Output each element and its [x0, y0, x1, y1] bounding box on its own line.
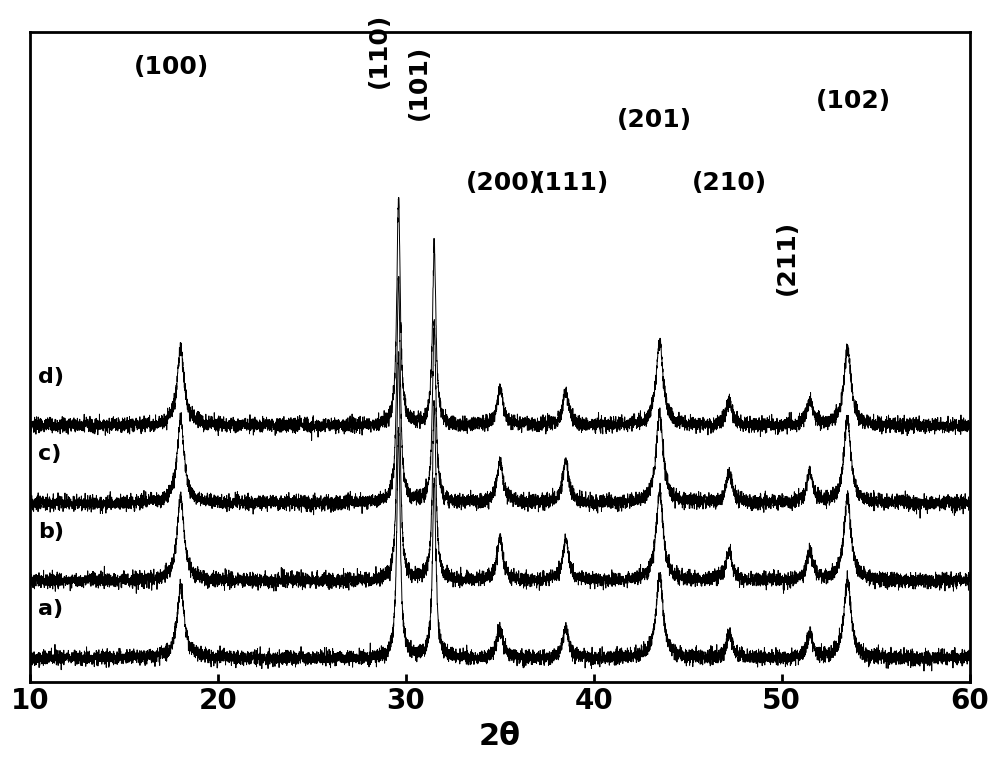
Text: c): c) [38, 444, 61, 464]
Text: d): d) [38, 367, 64, 387]
Text: (200): (200) [466, 171, 541, 194]
Text: (102): (102) [816, 89, 891, 114]
Text: a): a) [38, 600, 63, 620]
Text: (201): (201) [616, 108, 692, 132]
Text: (110): (110) [367, 13, 391, 88]
X-axis label: 2θ: 2θ [479, 722, 521, 751]
Text: b): b) [38, 522, 64, 542]
Text: (101): (101) [406, 44, 430, 120]
Text: (100): (100) [134, 55, 209, 78]
Text: (211): (211) [775, 219, 799, 295]
Text: (111): (111) [534, 171, 609, 194]
Text: (210): (210) [692, 171, 767, 194]
